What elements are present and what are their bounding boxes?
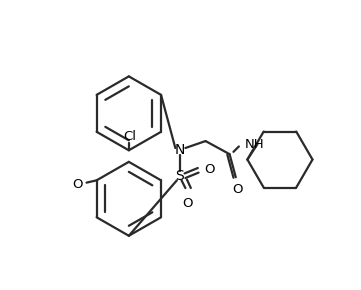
Text: O: O [72,178,83,191]
Text: O: O [204,163,214,176]
Text: Cl: Cl [123,130,136,143]
Text: NH: NH [245,138,265,151]
Text: O: O [182,197,193,210]
Text: O: O [232,183,243,196]
Text: S: S [175,169,184,183]
Text: N: N [175,143,185,157]
